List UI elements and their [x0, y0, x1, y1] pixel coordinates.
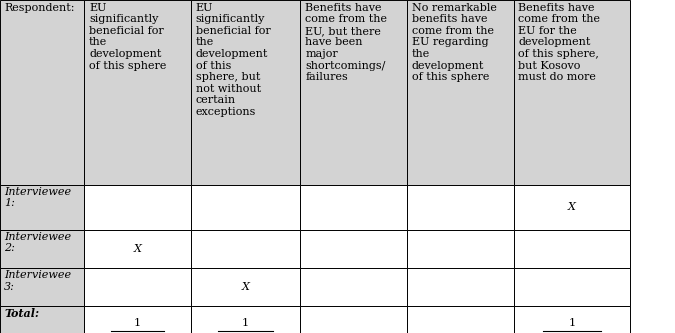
- Bar: [300, 268, 407, 306]
- Text: Interviewee
2:: Interviewee 2:: [4, 232, 71, 253]
- Text: Benefits have
come from the
EU for the
development
of this sphere,
but Kosovo
mu: Benefits have come from the EU for the d…: [518, 3, 600, 82]
- Bar: [191, 268, 300, 306]
- Text: Respondent:: Respondent:: [5, 3, 75, 13]
- Text: X: X: [134, 244, 142, 254]
- Text: Total:: Total:: [4, 308, 39, 319]
- Text: Benefits have
come from the
EU, but there
have been
major
shortcomings/
failures: Benefits have come from the EU, but ther…: [305, 3, 387, 82]
- Text: 1: 1: [242, 318, 249, 328]
- Bar: [0, 0, 84, 185]
- Bar: [0, 268, 84, 306]
- Bar: [0, 306, 84, 333]
- Bar: [300, 306, 407, 333]
- Bar: [0, 230, 84, 268]
- Bar: [191, 185, 300, 230]
- Bar: [407, 268, 514, 306]
- Bar: [407, 0, 514, 185]
- Text: Interviewee
3:: Interviewee 3:: [4, 270, 71, 292]
- Bar: [84, 306, 191, 333]
- Bar: [191, 230, 300, 268]
- Text: Interviewee
1:: Interviewee 1:: [4, 187, 71, 208]
- Bar: [84, 185, 191, 230]
- Bar: [84, 0, 191, 185]
- Text: EU
significantly
beneficial for
the
development
of this
sphere, but
not without
: EU significantly beneficial for the deve…: [196, 3, 271, 117]
- Bar: [514, 230, 630, 268]
- Bar: [407, 185, 514, 230]
- Bar: [300, 230, 407, 268]
- Bar: [514, 0, 630, 185]
- Text: X: X: [568, 202, 576, 212]
- Bar: [84, 268, 191, 306]
- Bar: [191, 306, 300, 333]
- Bar: [407, 230, 514, 268]
- Bar: [514, 268, 630, 306]
- Text: EU
significantly
beneficial for
the
development
of this sphere: EU significantly beneficial for the deve…: [89, 3, 167, 71]
- Text: 1: 1: [568, 318, 575, 328]
- Text: 1: 1: [134, 318, 141, 328]
- Bar: [300, 0, 407, 185]
- Bar: [84, 230, 191, 268]
- Bar: [191, 0, 300, 185]
- Bar: [0, 185, 84, 230]
- Text: X: X: [242, 282, 250, 292]
- Bar: [300, 185, 407, 230]
- Text: No remarkable
benefits have
come from the
EU regarding
the
development
of this s: No remarkable benefits have come from th…: [412, 3, 497, 82]
- Bar: [514, 306, 630, 333]
- Bar: [514, 185, 630, 230]
- Bar: [407, 306, 514, 333]
